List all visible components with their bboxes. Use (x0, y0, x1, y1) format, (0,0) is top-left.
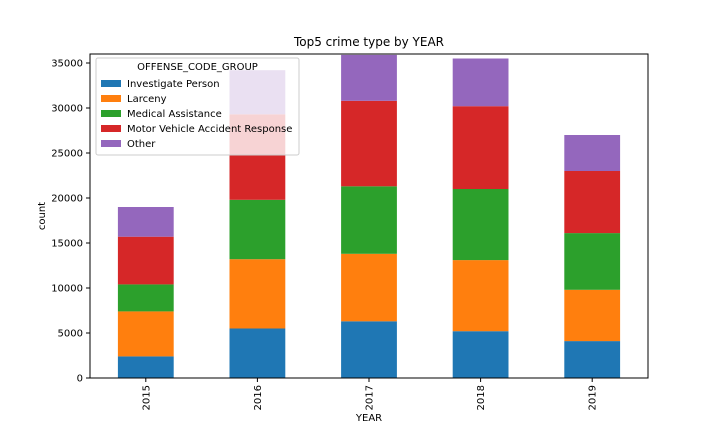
y-tick-label: 15000 (51, 239, 83, 250)
legend-label-larceny: Larceny (127, 94, 167, 105)
bar-2018-medical-assistance (452, 189, 509, 261)
y-axis-label: count (37, 202, 48, 230)
bar-2017-medical-assistance (341, 186, 397, 254)
y-axis: 0 5000 10000 15000 20000 25000 30000 35000 (51, 59, 90, 385)
bar-2019-other (564, 135, 621, 171)
bar-2015-medical-assistance (117, 284, 174, 312)
bar-2019-medical-assistance (564, 233, 621, 290)
y-tick-label: 10000 (51, 284, 83, 295)
bar-2017-investigate-person (341, 321, 397, 378)
legend-label-medical-assistance: Medical Assistance (127, 109, 222, 120)
bar-2018-investigate-person (452, 331, 509, 378)
bar-2017-larceny (341, 253, 397, 322)
x-tick-label: 2017 (365, 385, 376, 410)
bar-2016-medical-assistance (229, 199, 286, 260)
legend-swatch-investigate-person (101, 80, 121, 87)
bars-layer (117, 54, 621, 378)
legend-title: OFFENSE_CODE_GROUP (137, 62, 258, 73)
legend-swatch-medical-assistance (101, 110, 121, 117)
x-axis: 2015 2016 2017 2018 2019 (141, 378, 599, 410)
chart-title: Top5 crime type by YEAR (293, 35, 444, 49)
y-tick-label: 35000 (51, 59, 83, 70)
y-tick-label: 0 (77, 374, 83, 385)
bar-2017-other (341, 54, 397, 101)
bar-2015-investigate-person (117, 356, 174, 378)
bar-2018-larceny (452, 260, 509, 332)
legend-label-investigate-person: Investigate Person (127, 79, 220, 90)
bar-2016-investigate-person (229, 328, 286, 378)
bar-2017-motor-vehicle-accident-response (341, 100, 397, 187)
x-tick-label: 2016 (253, 385, 264, 410)
bar-2018-motor-vehicle-accident-response (452, 106, 509, 189)
x-axis-label: YEAR (355, 413, 382, 424)
x-tick-label: 2019 (588, 385, 599, 410)
legend-box (95, 57, 300, 156)
legend: OFFENSE_CODE_GROUP Investigate Person Larc… (95, 57, 300, 156)
bar-2015-other (117, 207, 174, 237)
legend-swatch-motor-vehicle-accident-response (101, 125, 121, 132)
legend-swatch-other (101, 140, 121, 147)
y-tick-label: 25000 (51, 149, 83, 160)
y-tick-label: 5000 (58, 329, 83, 340)
bar-2015-motor-vehicle-accident-response (117, 236, 174, 285)
bar-2019-motor-vehicle-accident-response (564, 171, 621, 234)
bar-2018-other (452, 58, 509, 107)
bar-2015-larceny (117, 311, 174, 357)
bar-2016-larceny (229, 259, 286, 329)
legend-swatch-larceny (101, 95, 121, 102)
bar-2019-larceny (564, 289, 621, 342)
y-tick-label: 20000 (51, 194, 83, 205)
x-tick-label: 2018 (476, 385, 487, 410)
bar-2019-investigate-person (564, 341, 621, 378)
x-tick-label: 2015 (141, 385, 152, 410)
legend-label-motor-vehicle-accident-response: Motor Vehicle Accident Response (127, 124, 292, 135)
legend-label-other: Other (127, 139, 156, 150)
y-tick-label: 30000 (51, 104, 83, 115)
